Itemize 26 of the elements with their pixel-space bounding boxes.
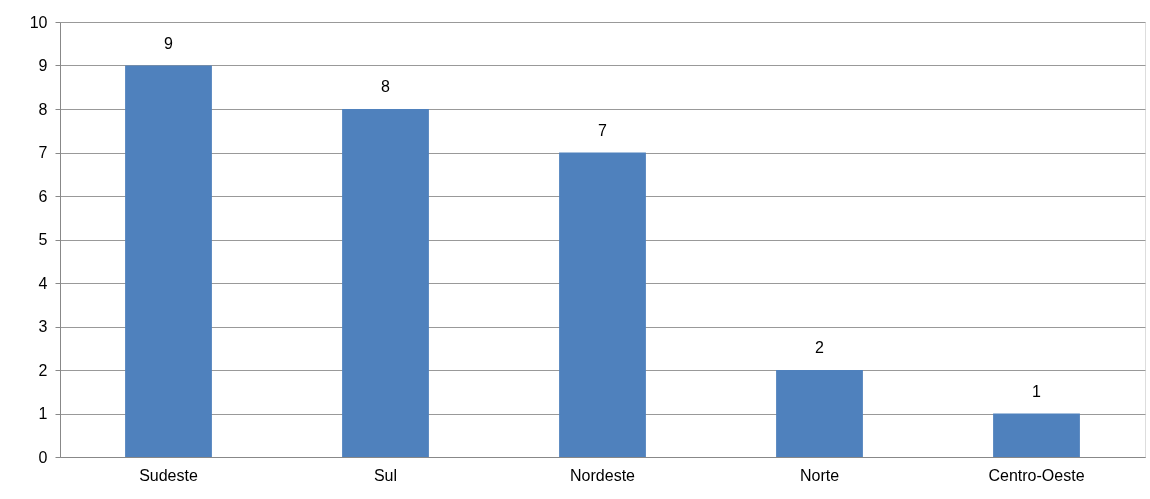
bar bbox=[559, 152, 646, 457]
y-tick-label: 2 bbox=[38, 361, 48, 379]
bar bbox=[342, 109, 429, 457]
y-tick-label: 0 bbox=[38, 448, 48, 466]
data-label: 7 bbox=[598, 121, 608, 139]
x-tick-label: Nordeste bbox=[570, 466, 636, 484]
y-tick-label: 9 bbox=[38, 57, 48, 74]
y-tick-label: 1 bbox=[38, 405, 48, 422]
y-tick-label: 4 bbox=[38, 274, 48, 292]
x-tick-label: Sul bbox=[373, 466, 398, 484]
data-label: 9 bbox=[164, 34, 174, 52]
x-tick-label: Centro-Oeste bbox=[988, 466, 1085, 484]
y-tick-label: 8 bbox=[38, 100, 48, 118]
x-tick-label: Norte bbox=[799, 466, 840, 484]
data-label: 1 bbox=[1032, 382, 1042, 400]
y-tick-label: 6 bbox=[38, 187, 48, 205]
y-tick-label: 3 bbox=[38, 318, 48, 335]
y-tick-label: 7 bbox=[38, 144, 48, 161]
bar bbox=[776, 370, 863, 457]
y-tick-label: 10 bbox=[29, 13, 48, 31]
x-tick-label: Sudeste bbox=[139, 466, 198, 484]
bar bbox=[993, 413, 1080, 457]
data-label: 8 bbox=[381, 78, 391, 95]
data-label: 2 bbox=[815, 339, 825, 356]
bar bbox=[125, 65, 212, 457]
y-tick-label: 5 bbox=[38, 231, 48, 248]
